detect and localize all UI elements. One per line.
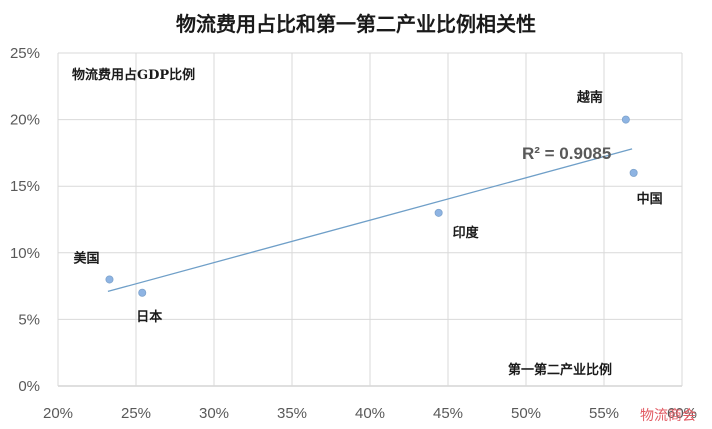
y-tick-label: 0% [18, 378, 40, 395]
grid [57, 52, 683, 387]
x-axis-label: 第一第二产业比例 [508, 362, 612, 378]
data-point-label: 越南 [576, 90, 603, 106]
x-tick-label: 45% [433, 405, 463, 422]
data-point-label: 中国 [637, 191, 663, 207]
data-point [105, 275, 114, 284]
chart-title: 物流费用占比和第一第二产业比例相关性 [176, 12, 536, 36]
y-tick-label: 5% [18, 311, 40, 328]
y-axis-ticks: 0% 5% 10% 15% 20% 25% [10, 45, 40, 395]
data-point [434, 208, 443, 217]
x-tick-label: 40% [355, 405, 385, 422]
x-tick-label: 35% [277, 405, 307, 422]
data-point-label: 日本 [136, 309, 162, 325]
x-tick-label: 20% [43, 405, 73, 422]
data-point [621, 115, 630, 124]
data-point-label: 美国 [73, 250, 99, 266]
data-points [105, 115, 638, 297]
data-point-label: 印度 [453, 225, 480, 241]
trendline [107, 148, 633, 293]
x-tick-label: 50% [511, 405, 541, 422]
x-tick-label: 60% [667, 405, 697, 422]
y-axis-label: 物流费用占GDP比例 [72, 67, 195, 83]
data-point [629, 168, 638, 177]
watermark-text: 物流商会 [640, 408, 696, 424]
x-tick-label: 55% [589, 405, 619, 422]
y-tick-label: 15% [10, 178, 40, 195]
y-tick-label: 10% [10, 245, 40, 262]
x-tick-label: 25% [121, 405, 151, 422]
x-tick-label: 30% [199, 405, 229, 422]
x-axis-ticks: 20% 25% 30% 35% 40% 45% 50% 55% 60% [43, 405, 697, 422]
y-tick-label: 20% [10, 112, 40, 129]
y-tick-label: 25% [10, 45, 40, 62]
r-squared-annotation: R² = 0.9085 [522, 144, 611, 163]
data-point [138, 288, 147, 297]
